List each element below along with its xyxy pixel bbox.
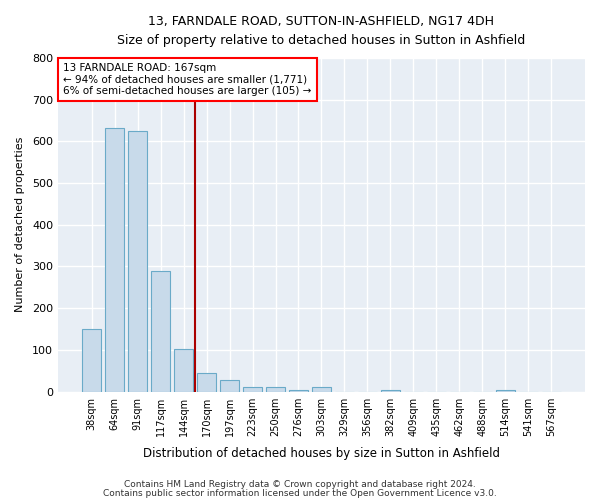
Bar [220, 380, 239, 392]
X-axis label: Distribution of detached houses by size in Sutton in Ashfield: Distribution of detached houses by size … [143, 447, 500, 460]
Bar [496, 390, 515, 392]
Title: 13, FARNDALE ROAD, SUTTON-IN-ASHFIELD, NG17 4DH
Size of property relative to det: 13, FARNDALE ROAD, SUTTON-IN-ASHFIELD, N… [118, 15, 526, 47]
Bar [151, 270, 170, 392]
Bar [82, 329, 101, 392]
Bar [289, 390, 308, 392]
Y-axis label: Number of detached properties: Number of detached properties [15, 137, 25, 312]
Bar [311, 388, 331, 392]
Text: Contains HM Land Registry data © Crown copyright and database right 2024.: Contains HM Land Registry data © Crown c… [124, 480, 476, 489]
Bar [266, 388, 285, 392]
Bar [197, 373, 217, 392]
Bar [105, 128, 124, 392]
Bar [174, 349, 193, 392]
Text: Contains public sector information licensed under the Open Government Licence v3: Contains public sector information licen… [103, 488, 497, 498]
Text: 13 FARNDALE ROAD: 167sqm
← 94% of detached houses are smaller (1,771)
6% of semi: 13 FARNDALE ROAD: 167sqm ← 94% of detach… [63, 63, 311, 96]
Bar [128, 131, 148, 392]
Bar [380, 390, 400, 392]
Bar [243, 388, 262, 392]
